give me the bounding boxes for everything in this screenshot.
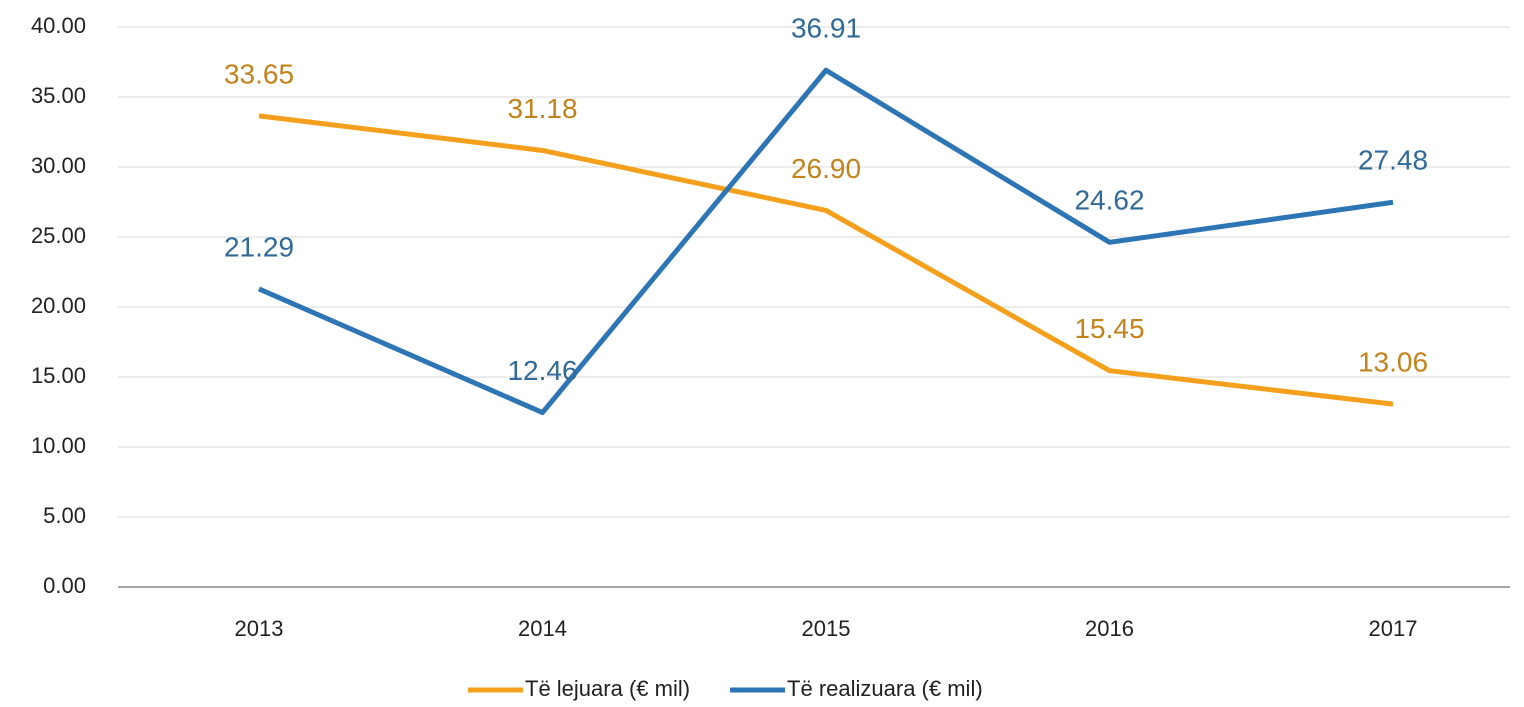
series-line [258, 67, 1394, 416]
x-tick-label: 2014 [518, 616, 567, 641]
legend-label: Të lejuara (€ mil) [525, 676, 690, 701]
x-tick-label: 2016 [1085, 616, 1134, 641]
data-label: 26.90 [791, 153, 861, 184]
data-label: 15.45 [1074, 313, 1144, 344]
x-tick-label: 2013 [235, 616, 284, 641]
data-label: 24.62 [1074, 185, 1144, 216]
y-tick-label: 5.00 [43, 503, 86, 528]
series-line [258, 113, 1394, 407]
y-tick-label: 20.00 [31, 293, 86, 318]
x-tick-label: 2017 [1369, 616, 1418, 641]
data-label: 36.91 [791, 13, 861, 44]
y-tick-label: 30.00 [31, 153, 86, 178]
y-tick-label: 40.00 [31, 13, 86, 38]
data-label: 21.29 [224, 231, 294, 262]
legend-label: Të realizuara (€ mil) [787, 676, 983, 701]
y-tick-label: 10.00 [31, 433, 86, 458]
y-tick-label: 25.00 [31, 223, 86, 248]
x-tick-label: 2015 [802, 616, 851, 641]
data-label: 13.06 [1358, 347, 1428, 378]
data-label: 27.48 [1358, 145, 1428, 176]
y-tick-label: 15.00 [31, 363, 86, 388]
y-tick-label: 0.00 [43, 573, 86, 598]
data-label: 33.65 [224, 58, 294, 89]
data-label: 12.46 [507, 355, 577, 386]
data-label: 31.18 [507, 93, 577, 124]
y-tick-label: 35.00 [31, 83, 86, 108]
